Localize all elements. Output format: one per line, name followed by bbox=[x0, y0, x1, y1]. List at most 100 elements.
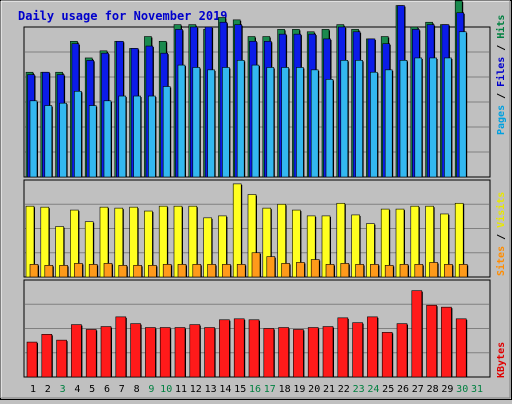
middle-panel-legend: Sites / Visits bbox=[495, 192, 507, 276]
day-label-13: 13 bbox=[205, 384, 217, 395]
day-label-28: 28 bbox=[427, 384, 439, 395]
day-label-17: 17 bbox=[264, 384, 276, 395]
sites-bar-9 bbox=[148, 265, 157, 278]
kbytes-bar-19 bbox=[293, 329, 304, 378]
top-panel-legend-part: Pages bbox=[496, 105, 507, 135]
sites-bar-3 bbox=[59, 265, 68, 278]
pages-bar-12 bbox=[192, 67, 201, 178]
kbytes-bar-15 bbox=[233, 318, 245, 378]
day-label-29: 29 bbox=[441, 384, 453, 395]
pages-bar-8 bbox=[133, 95, 141, 178]
day-label-31: 31 bbox=[471, 384, 483, 395]
pages-bar-4 bbox=[74, 90, 82, 178]
sites-bar-7 bbox=[118, 265, 128, 278]
pages-bar-29 bbox=[444, 57, 452, 178]
kbytes-bar-12 bbox=[189, 324, 201, 378]
pages-bar-16 bbox=[251, 64, 260, 178]
pages-bar-13 bbox=[207, 69, 215, 178]
pages-bar-14 bbox=[222, 67, 230, 178]
day-label-11: 11 bbox=[175, 384, 187, 395]
day-label-12: 12 bbox=[190, 384, 202, 395]
kbytes-bar-20 bbox=[307, 327, 319, 378]
pages-bar-24 bbox=[370, 71, 378, 178]
sites-bar-10 bbox=[162, 264, 172, 278]
kbytes-bar-21 bbox=[322, 326, 334, 378]
kbytes-bar-4 bbox=[71, 324, 82, 378]
day-label-18: 18 bbox=[279, 384, 291, 395]
pages-bar-18 bbox=[281, 67, 289, 178]
kbytes-bar-13 bbox=[204, 327, 215, 378]
sites-bar-17 bbox=[266, 256, 276, 278]
pages-bar-21 bbox=[325, 79, 334, 178]
sites-bar-6 bbox=[103, 263, 113, 278]
pages-bar-17 bbox=[266, 67, 275, 178]
day-label-5: 5 bbox=[89, 384, 95, 395]
middle-panel-legend-part: Sites bbox=[495, 246, 507, 276]
pages-bar-28 bbox=[429, 57, 437, 178]
sites-bar-21 bbox=[325, 264, 335, 278]
pages-bar-1 bbox=[29, 100, 38, 178]
sites-bar-23 bbox=[355, 264, 364, 278]
day-label-26: 26 bbox=[397, 384, 409, 395]
day-label-24: 24 bbox=[367, 384, 379, 395]
pages-bar-10 bbox=[162, 86, 171, 178]
sites-bar-11 bbox=[177, 264, 187, 278]
sites-bar-14 bbox=[222, 264, 231, 278]
sites-bar-24 bbox=[370, 264, 379, 278]
day-label-21: 21 bbox=[323, 384, 335, 395]
pages-bar-11 bbox=[177, 64, 186, 178]
pages-bar-6 bbox=[103, 100, 112, 178]
kbytes-bar-1 bbox=[26, 341, 38, 378]
kbytes-bar-28 bbox=[426, 304, 437, 378]
pages-bar-26 bbox=[399, 60, 408, 178]
kbytes-bar-23 bbox=[352, 322, 363, 378]
chart-title: Daily usage for November 2019 bbox=[18, 9, 228, 23]
day-label-7: 7 bbox=[119, 384, 125, 395]
kbytes-bar-29 bbox=[441, 306, 452, 378]
kbytes-bar-3 bbox=[56, 339, 67, 378]
sites-bar-19 bbox=[296, 262, 305, 278]
kbytes-bar-5 bbox=[85, 329, 97, 378]
middle-panel-legend-part: Visits bbox=[495, 192, 507, 228]
day-label-16: 16 bbox=[249, 384, 261, 395]
kbytes-bar-11 bbox=[174, 327, 186, 378]
top-panel-legend-part: / bbox=[496, 39, 507, 57]
sites-bar-12 bbox=[192, 264, 202, 278]
kbytes-bar-18 bbox=[278, 327, 289, 378]
kbytes-bar-24 bbox=[367, 316, 378, 378]
sites-bar-5 bbox=[88, 264, 98, 278]
day-label-8: 8 bbox=[134, 384, 140, 395]
kbytes-bar-26 bbox=[396, 323, 408, 378]
kbytes-bar-6 bbox=[100, 326, 112, 378]
pages-bar-20 bbox=[310, 69, 319, 178]
day-label-3: 3 bbox=[60, 384, 66, 395]
visits-bar-15 bbox=[232, 183, 242, 278]
bottom-panel-legend-part: KBytes bbox=[496, 342, 507, 378]
kbytes-bar-9 bbox=[145, 327, 156, 378]
kbytes-bar-7 bbox=[115, 316, 127, 378]
kbytes-bar-25 bbox=[381, 332, 393, 378]
day-label-19: 19 bbox=[293, 384, 305, 395]
day-label-22: 22 bbox=[338, 384, 350, 395]
sites-bar-25 bbox=[384, 265, 394, 278]
day-label-23: 23 bbox=[353, 384, 365, 395]
kbytes-bar-8 bbox=[130, 323, 141, 378]
day-label-1: 1 bbox=[30, 384, 36, 395]
day-label-14: 14 bbox=[219, 384, 231, 395]
sites-bar-13 bbox=[207, 264, 216, 278]
day-label-2: 2 bbox=[45, 384, 51, 395]
day-label-30: 30 bbox=[456, 384, 468, 395]
kbytes-bar-27 bbox=[411, 290, 423, 378]
day-label-9: 9 bbox=[148, 384, 154, 395]
top-panel-legend-part: / bbox=[496, 87, 507, 105]
day-label-15: 15 bbox=[234, 384, 246, 395]
sites-bar-15 bbox=[236, 264, 246, 278]
y-axis-legends: Pages / Files / Hits Sites / Visits KBytes bbox=[495, 15, 507, 378]
sites-bar-22 bbox=[340, 263, 350, 278]
pages-bar-15 bbox=[236, 60, 245, 178]
pages-bar-7 bbox=[118, 95, 127, 178]
sites-bar-27 bbox=[414, 264, 424, 278]
day-label-6: 6 bbox=[104, 384, 110, 395]
kbytes-bar-17 bbox=[263, 328, 275, 378]
